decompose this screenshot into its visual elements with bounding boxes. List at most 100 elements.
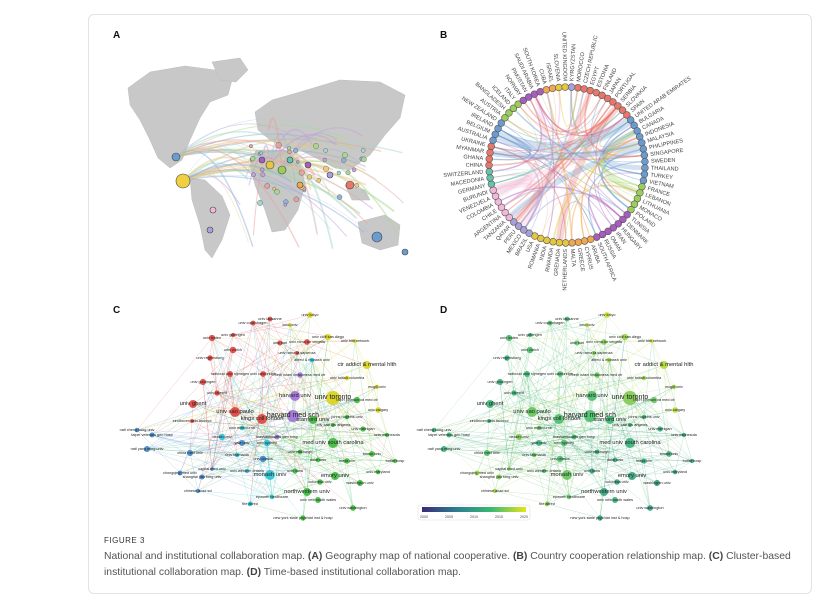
time-node bbox=[666, 451, 672, 457]
time-link bbox=[508, 337, 570, 498]
cluster-link bbox=[249, 460, 348, 505]
country-node bbox=[555, 83, 563, 92]
cluster-link bbox=[136, 377, 348, 431]
country-chord bbox=[590, 98, 628, 137]
country-node bbox=[322, 157, 327, 162]
country-chord bbox=[571, 184, 641, 243]
cluster-node bbox=[384, 432, 390, 438]
country-chord bbox=[489, 139, 643, 161]
cluster-link bbox=[179, 399, 358, 474]
cluster-link bbox=[234, 411, 271, 476]
country-chord bbox=[501, 98, 608, 140]
country-node bbox=[598, 91, 606, 100]
country-node bbox=[567, 83, 576, 91]
cluster-link bbox=[211, 314, 311, 470]
country-link bbox=[175, 146, 282, 193]
time-link bbox=[549, 322, 570, 498]
country-node bbox=[604, 227, 612, 236]
cluster-link bbox=[332, 399, 358, 426]
cluster-link bbox=[189, 359, 313, 454]
time-node bbox=[671, 384, 677, 390]
country-chord bbox=[601, 128, 646, 171]
time-link bbox=[486, 452, 496, 492]
time-link bbox=[506, 357, 593, 472]
cluster-link bbox=[241, 436, 278, 444]
cluster-link bbox=[241, 442, 301, 453]
institution-label: univ roma tor vergata bbox=[586, 340, 623, 344]
time-node bbox=[483, 449, 491, 457]
time-node bbox=[623, 391, 637, 405]
country-node bbox=[316, 178, 321, 183]
cluster-link bbox=[146, 448, 273, 498]
time-link bbox=[599, 336, 626, 519]
cluster-link bbox=[252, 322, 388, 436]
time-link bbox=[563, 442, 570, 498]
time-node bbox=[621, 333, 629, 341]
cluster-node bbox=[143, 445, 151, 453]
country-node bbox=[354, 183, 360, 188]
time-link bbox=[616, 453, 670, 483]
country-node bbox=[509, 104, 518, 113]
country-label: CHINA bbox=[466, 163, 484, 169]
time-link bbox=[538, 418, 560, 444]
time-link bbox=[566, 442, 631, 476]
country-node bbox=[542, 86, 551, 94]
country-node bbox=[561, 239, 570, 247]
time-node bbox=[604, 312, 610, 318]
cluster-link bbox=[377, 460, 396, 473]
time-link bbox=[443, 399, 655, 450]
country-label: USA bbox=[525, 240, 535, 253]
cluster-node bbox=[208, 334, 216, 342]
cluster-link bbox=[309, 314, 329, 338]
time-link bbox=[506, 337, 510, 359]
time-link bbox=[596, 359, 610, 376]
time-link bbox=[508, 314, 608, 470]
institution-label: univ british columbia bbox=[330, 376, 365, 380]
country-chord bbox=[491, 145, 567, 243]
country-hub-node bbox=[296, 181, 304, 189]
panel-label-c: C bbox=[113, 305, 121, 316]
institution-label: univ roma la sapienza bbox=[576, 351, 614, 355]
cluster-node bbox=[210, 467, 214, 471]
time-link bbox=[476, 468, 510, 474]
cluster-link bbox=[232, 324, 291, 336]
cluster-link bbox=[271, 416, 348, 498]
country-node bbox=[638, 139, 646, 147]
cluster-link bbox=[312, 419, 364, 430]
time-node bbox=[504, 355, 510, 361]
country-label: MYANMAR bbox=[456, 145, 485, 155]
country-chord bbox=[533, 93, 619, 134]
country-chord bbox=[558, 87, 579, 127]
time-link bbox=[538, 427, 633, 477]
time-link bbox=[448, 434, 618, 483]
time-link bbox=[593, 336, 626, 354]
time-link bbox=[531, 411, 631, 426]
time-link bbox=[518, 424, 631, 438]
cluster-link bbox=[209, 337, 213, 359]
cluster-link bbox=[192, 403, 273, 498]
country-node bbox=[257, 200, 263, 206]
country-chord bbox=[497, 119, 631, 146]
institution-label: univ washington bbox=[339, 506, 366, 510]
time-link bbox=[531, 411, 568, 476]
cluster-node bbox=[274, 434, 280, 440]
cluster-link bbox=[296, 352, 319, 461]
cluster-link bbox=[211, 337, 388, 436]
cluster-node bbox=[239, 425, 245, 431]
cluster-link bbox=[241, 418, 263, 444]
time-link bbox=[568, 416, 645, 498]
cluster-link bbox=[136, 377, 348, 431]
institution-label: univ roma la sapienza bbox=[279, 351, 317, 355]
cluster-link bbox=[197, 458, 264, 492]
time-link bbox=[549, 322, 595, 354]
time-link bbox=[546, 503, 601, 519]
institution-label: univ melbourne bbox=[229, 426, 255, 430]
country-chord bbox=[489, 96, 543, 173]
time-link bbox=[533, 397, 631, 456]
time-link bbox=[538, 442, 593, 472]
time-link bbox=[563, 428, 661, 444]
time-node bbox=[486, 418, 492, 424]
country-chord bbox=[491, 178, 542, 229]
cluster-link bbox=[294, 336, 329, 397]
